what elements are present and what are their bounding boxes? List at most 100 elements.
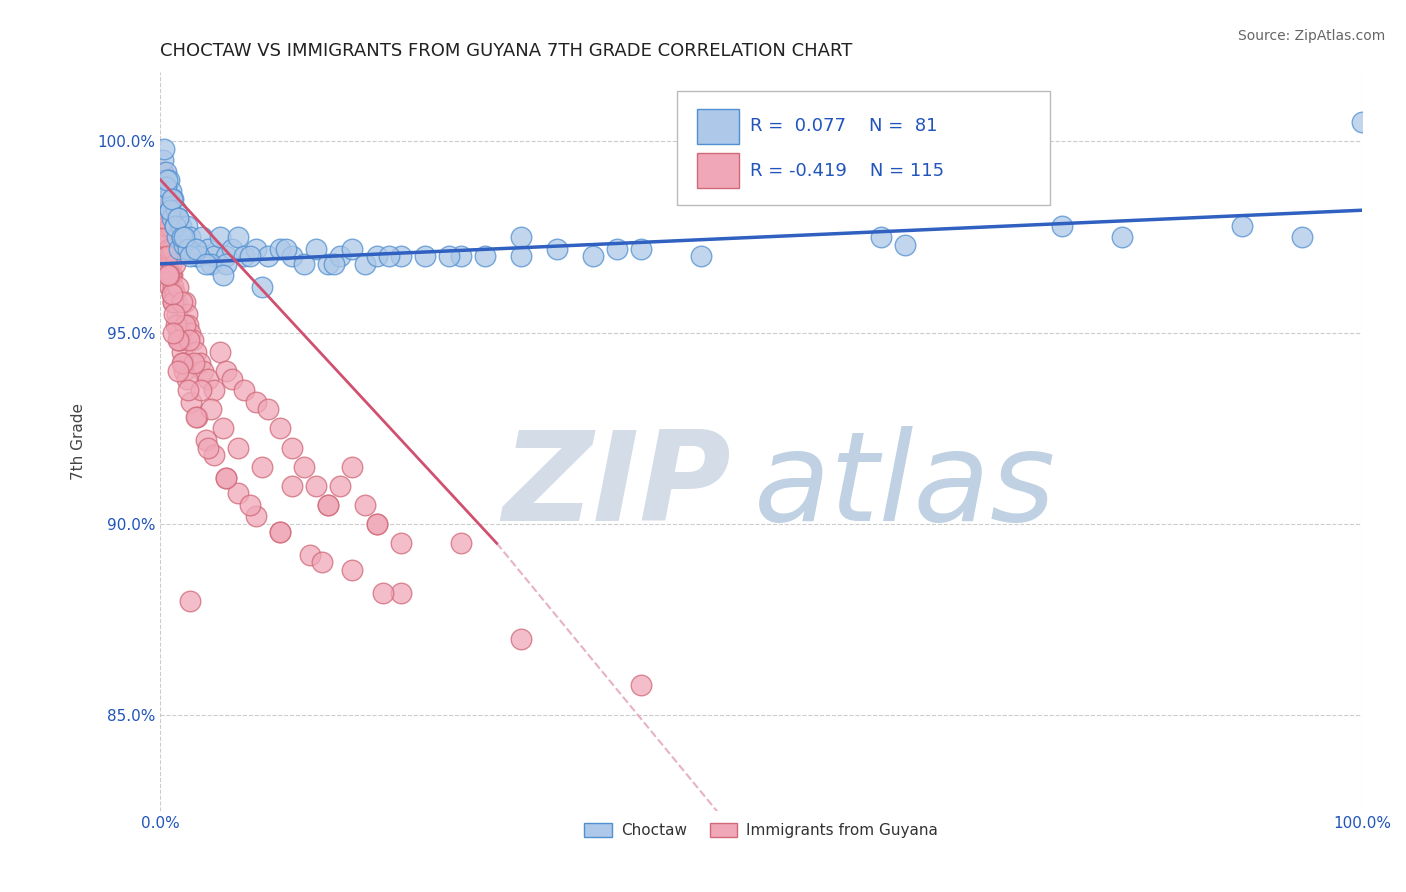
Point <box>194 433 217 447</box>
Point <box>159 219 181 233</box>
Point <box>157 268 180 283</box>
Point <box>169 219 191 233</box>
Point <box>179 230 201 244</box>
Point <box>166 307 188 321</box>
Point <box>152 153 174 168</box>
Point <box>155 219 177 233</box>
Point <box>305 242 328 256</box>
Text: ZIP: ZIP <box>502 425 731 547</box>
Point <box>170 295 193 310</box>
Point <box>186 409 208 424</box>
Bar <box>697 109 740 145</box>
Point <box>353 257 375 271</box>
Point <box>156 192 179 206</box>
Point <box>200 257 222 271</box>
Point <box>186 242 208 256</box>
Point <box>163 219 186 233</box>
Point <box>176 219 198 233</box>
Point <box>159 203 181 218</box>
Point <box>202 249 225 263</box>
Point <box>162 295 184 310</box>
Point <box>179 326 201 340</box>
Point <box>233 383 256 397</box>
Text: Source: ZipAtlas.com: Source: ZipAtlas.com <box>1237 29 1385 43</box>
Point <box>159 249 181 263</box>
Point <box>215 471 238 485</box>
Point <box>197 371 219 385</box>
Point <box>155 165 177 179</box>
Point <box>366 517 388 532</box>
Point <box>165 295 187 310</box>
Point <box>377 249 399 263</box>
Point <box>239 249 262 263</box>
Point <box>169 326 191 340</box>
Point <box>1351 115 1374 129</box>
Point <box>450 249 472 263</box>
Point <box>233 249 256 263</box>
Point <box>153 180 176 194</box>
Point <box>202 448 225 462</box>
Point <box>197 441 219 455</box>
Point <box>318 498 340 512</box>
Point <box>200 402 222 417</box>
Text: CHOCTAW VS IMMIGRANTS FROM GUYANA 7TH GRADE CORRELATION CHART: CHOCTAW VS IMMIGRANTS FROM GUYANA 7TH GR… <box>160 42 852 60</box>
Point <box>155 219 177 233</box>
Point <box>153 211 176 225</box>
Point <box>155 249 177 263</box>
Point <box>174 318 197 332</box>
Point <box>172 356 194 370</box>
Point <box>582 249 605 263</box>
Point <box>269 524 291 539</box>
Point <box>211 421 233 435</box>
Point <box>690 249 713 263</box>
Point <box>183 242 205 256</box>
Point <box>163 307 186 321</box>
Point <box>163 257 186 271</box>
Text: R =  0.077    N =  81: R = 0.077 N = 81 <box>751 118 938 136</box>
Point <box>162 192 184 206</box>
Point <box>257 249 280 263</box>
Point <box>211 268 233 283</box>
Point <box>153 230 176 244</box>
Point <box>318 257 340 271</box>
Point <box>172 356 194 370</box>
Point <box>181 334 204 348</box>
Point <box>281 479 304 493</box>
Point <box>162 280 184 294</box>
Point <box>150 172 173 186</box>
Point <box>152 165 174 179</box>
Point <box>160 268 183 283</box>
Point <box>177 334 200 348</box>
Point <box>228 230 250 244</box>
Point <box>269 524 291 539</box>
Point <box>197 242 219 256</box>
Point <box>353 498 375 512</box>
Point <box>156 230 179 244</box>
Point <box>437 249 460 263</box>
Point <box>166 230 188 244</box>
Point <box>166 334 188 348</box>
Point <box>156 249 179 263</box>
Point <box>215 364 238 378</box>
Point <box>170 344 193 359</box>
Point <box>153 192 176 206</box>
Point <box>509 249 531 263</box>
Point <box>157 268 180 283</box>
Point <box>150 192 173 206</box>
Point <box>152 211 174 225</box>
Point <box>389 586 412 600</box>
Point <box>305 479 328 493</box>
Point <box>366 517 388 532</box>
Point <box>294 459 316 474</box>
Point <box>173 237 195 252</box>
Point <box>389 249 412 263</box>
Point <box>160 287 183 301</box>
Point <box>342 459 364 474</box>
Point <box>630 242 652 256</box>
FancyBboxPatch shape <box>676 91 1049 205</box>
Point <box>173 230 195 244</box>
Point <box>389 536 412 550</box>
Point <box>294 257 316 271</box>
Point <box>450 536 472 550</box>
Legend: Choctaw, Immigrants from Guyana: Choctaw, Immigrants from Guyana <box>578 816 945 844</box>
